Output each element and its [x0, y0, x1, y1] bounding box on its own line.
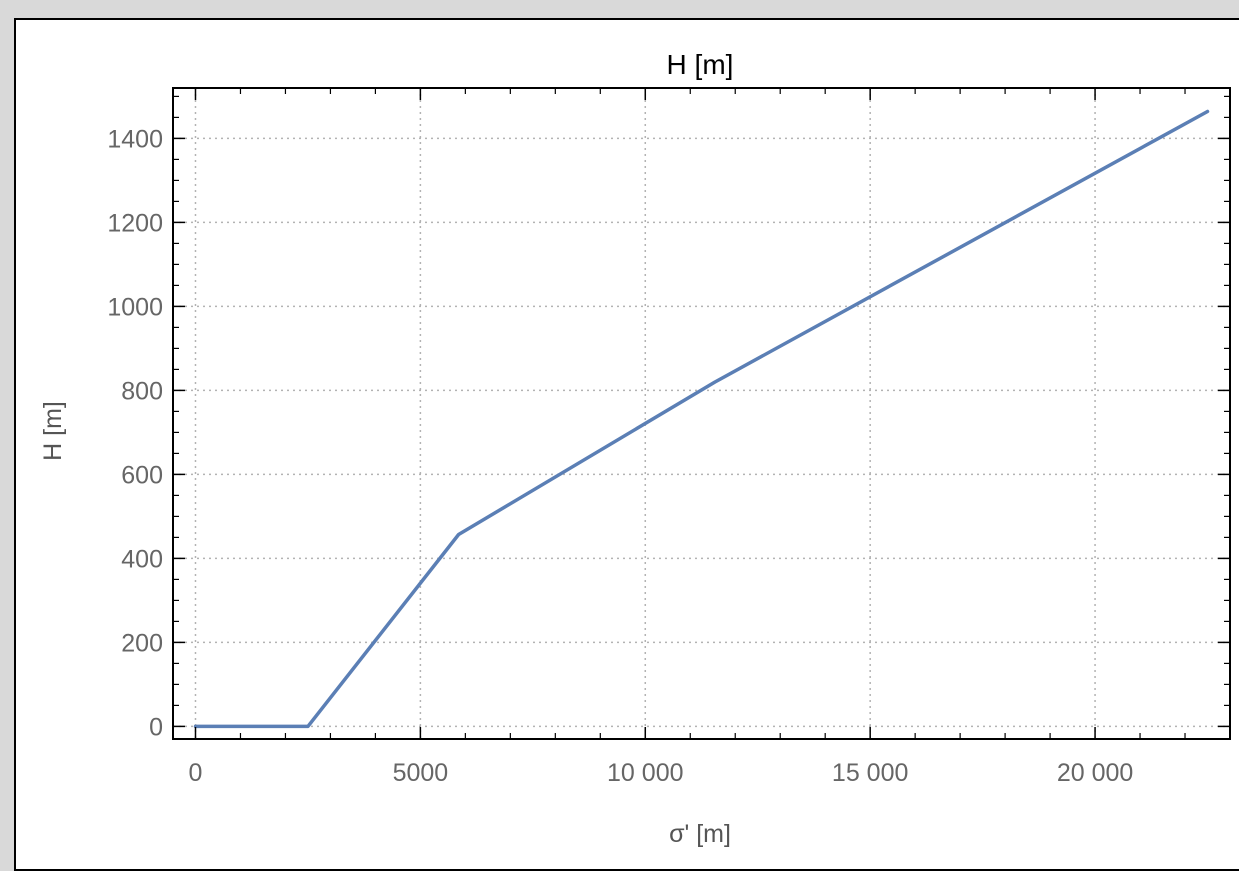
y-tick-label: 1200 — [107, 209, 163, 237]
plot-area-border — [172, 87, 1231, 740]
y-tick-label: 800 — [121, 377, 163, 405]
x-tick-label: 10 000 — [607, 759, 683, 787]
x-tick-label: 20 000 — [1057, 759, 1133, 787]
line-chart: 0 5000 10 000 15 000 20 000 0 200 400 600 800 100… — [39, 49, 1231, 848]
y-tick-label: 1400 — [107, 125, 163, 153]
y-tick-labels: 0 200 400 600 800 1000 1200 1400 — [107, 125, 163, 741]
chart-title: H [m] — [667, 49, 734, 80]
x-axis-label: σ' [m] — [669, 820, 731, 848]
x-tick-labels: 0 5000 10 000 15 000 20 000 — [189, 759, 1134, 787]
y-tick-label: 0 — [149, 713, 163, 741]
y-tick-label: 600 — [121, 461, 163, 489]
series-line — [193, 109, 1210, 729]
x-tick-label: 5000 — [393, 759, 449, 787]
chart-panel: 0 5000 10 000 15 000 20 000 0 200 400 600 800 100… — [14, 18, 1239, 871]
y-tick-label: 1000 — [107, 293, 163, 321]
x-tick-label: 0 — [189, 759, 203, 787]
axis-ticks — [173, 88, 1230, 739]
grid-lines — [173, 88, 1230, 739]
y-axis-label: H [m] — [39, 401, 67, 461]
y-tick-label: 400 — [121, 545, 163, 573]
y-tick-label: 200 — [121, 629, 163, 657]
series-lines — [193, 109, 1210, 729]
x-tick-label: 15 000 — [832, 759, 908, 787]
